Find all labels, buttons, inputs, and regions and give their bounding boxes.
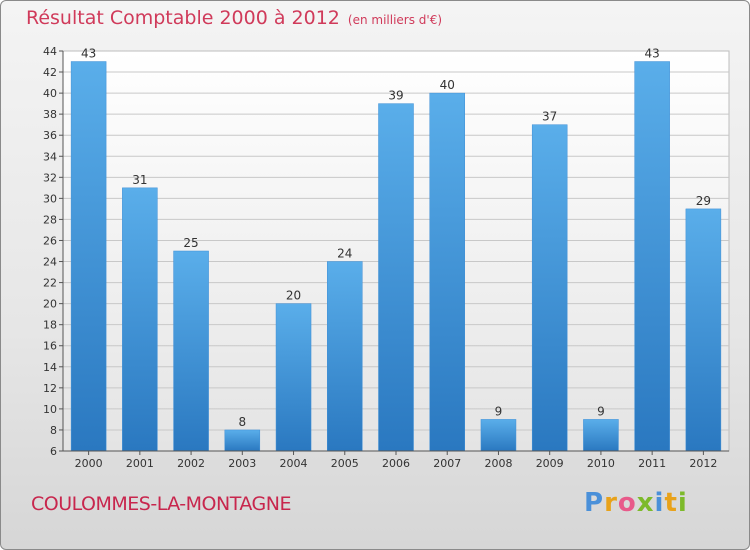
bar-value-label: 25 [183,236,198,250]
x-tick-label: 2004 [280,457,308,470]
chart-title: Résultat Comptable 2000 à 2012 (en millie… [26,7,442,29]
x-axis: 2000 2001 2002 2003 2004 2005 2006 2007 2008 2009… [63,450,729,470]
bar-2002 [173,250,209,452]
bar-value-label: 29 [696,194,711,208]
x-tick-label: 2011 [638,457,666,470]
logo-letter: i [677,488,688,518]
bar-2009 [531,124,568,452]
y-tick-label: 22 [43,277,57,290]
x-tick-label: 2010 [587,457,615,470]
bar-2012 [685,208,722,452]
y-tick-label: 18 [43,319,57,332]
x-tick-label: 2000 [75,457,103,470]
bar-2005 [327,261,363,452]
bar-value-label: 37 [542,110,557,124]
x-tick-label: 2012 [689,457,717,470]
logo-letter: P [584,488,605,518]
y-tick-label: 10 [43,403,57,416]
logo-letter: i [654,488,665,518]
bar-2007 [429,92,465,452]
y-tick-label: 38 [43,108,57,121]
chart-title-text: Résultat Comptable 2000 à 2012 [26,7,340,29]
bar-value-label: 24 [337,247,352,261]
y-tick-label: 28 [43,213,57,226]
bars: 43 31 25 8 20 24 39 40 9 37 9 43 29 [70,47,722,452]
bar-2000 [70,61,107,452]
bar-2010 [583,419,619,452]
y-tick-label: 8 [50,424,57,437]
commune-name: COULOMMES-LA-MONTAGNE [31,493,291,515]
y-tick-label: 30 [43,192,57,205]
bar-value-label: 20 [286,289,301,303]
bar-value-label: 40 [440,78,455,92]
logo-letter: r [604,488,618,518]
y-tick-label: 42 [43,66,57,79]
y-tick-label: 12 [43,382,57,395]
bar-2003 [224,429,261,452]
y-tick-label: 26 [43,234,57,247]
bar-2006 [378,103,414,452]
y-tick-label: 20 [43,298,57,311]
bar-value-label: 8 [238,415,246,429]
y-tick-label: 14 [43,361,57,374]
logo-letter: t [664,488,678,518]
x-tick-label: 2003 [228,457,256,470]
bar-value-label: 43 [645,47,660,61]
bar-value-label: 31 [132,173,147,187]
bar-value-label: 39 [388,89,403,103]
x-tick-label: 2005 [331,457,359,470]
x-tick-label: 2001 [126,457,154,470]
x-tick-label: 2009 [536,457,564,470]
y-axis: 6 8 10 12 14 16 18 20 22 24 26 28 30 32 34 36 38 40 42 44 [43,45,64,458]
y-tick-label: 6 [50,445,57,458]
chart-subtitle: (en milliers d'€) [347,13,443,27]
y-tick-label: 34 [43,150,57,163]
x-tick-label: 2007 [433,457,461,470]
x-tick-label: 2006 [382,457,410,470]
y-tick-label: 24 [43,256,57,269]
bar-value-label: 9 [597,404,605,418]
y-tick-label: 32 [43,171,57,184]
bar-2008 [480,419,517,452]
bar-2001 [122,187,158,452]
y-tick-label: 40 [43,87,57,100]
bar-value-label: 43 [81,47,96,61]
proxiti-logo: Proxiti [584,488,688,518]
bar-2011 [634,61,670,452]
bar-value-label: 9 [495,404,503,418]
y-tick-label: 44 [43,45,57,58]
y-tick-label: 36 [43,129,57,142]
y-tick-label: 16 [43,340,57,353]
logo-letter: x [636,488,655,518]
bar-2004 [275,303,312,452]
x-tick-label: 2008 [484,457,512,470]
x-tick-label: 2002 [177,457,205,470]
logo-letter: o [617,488,637,518]
